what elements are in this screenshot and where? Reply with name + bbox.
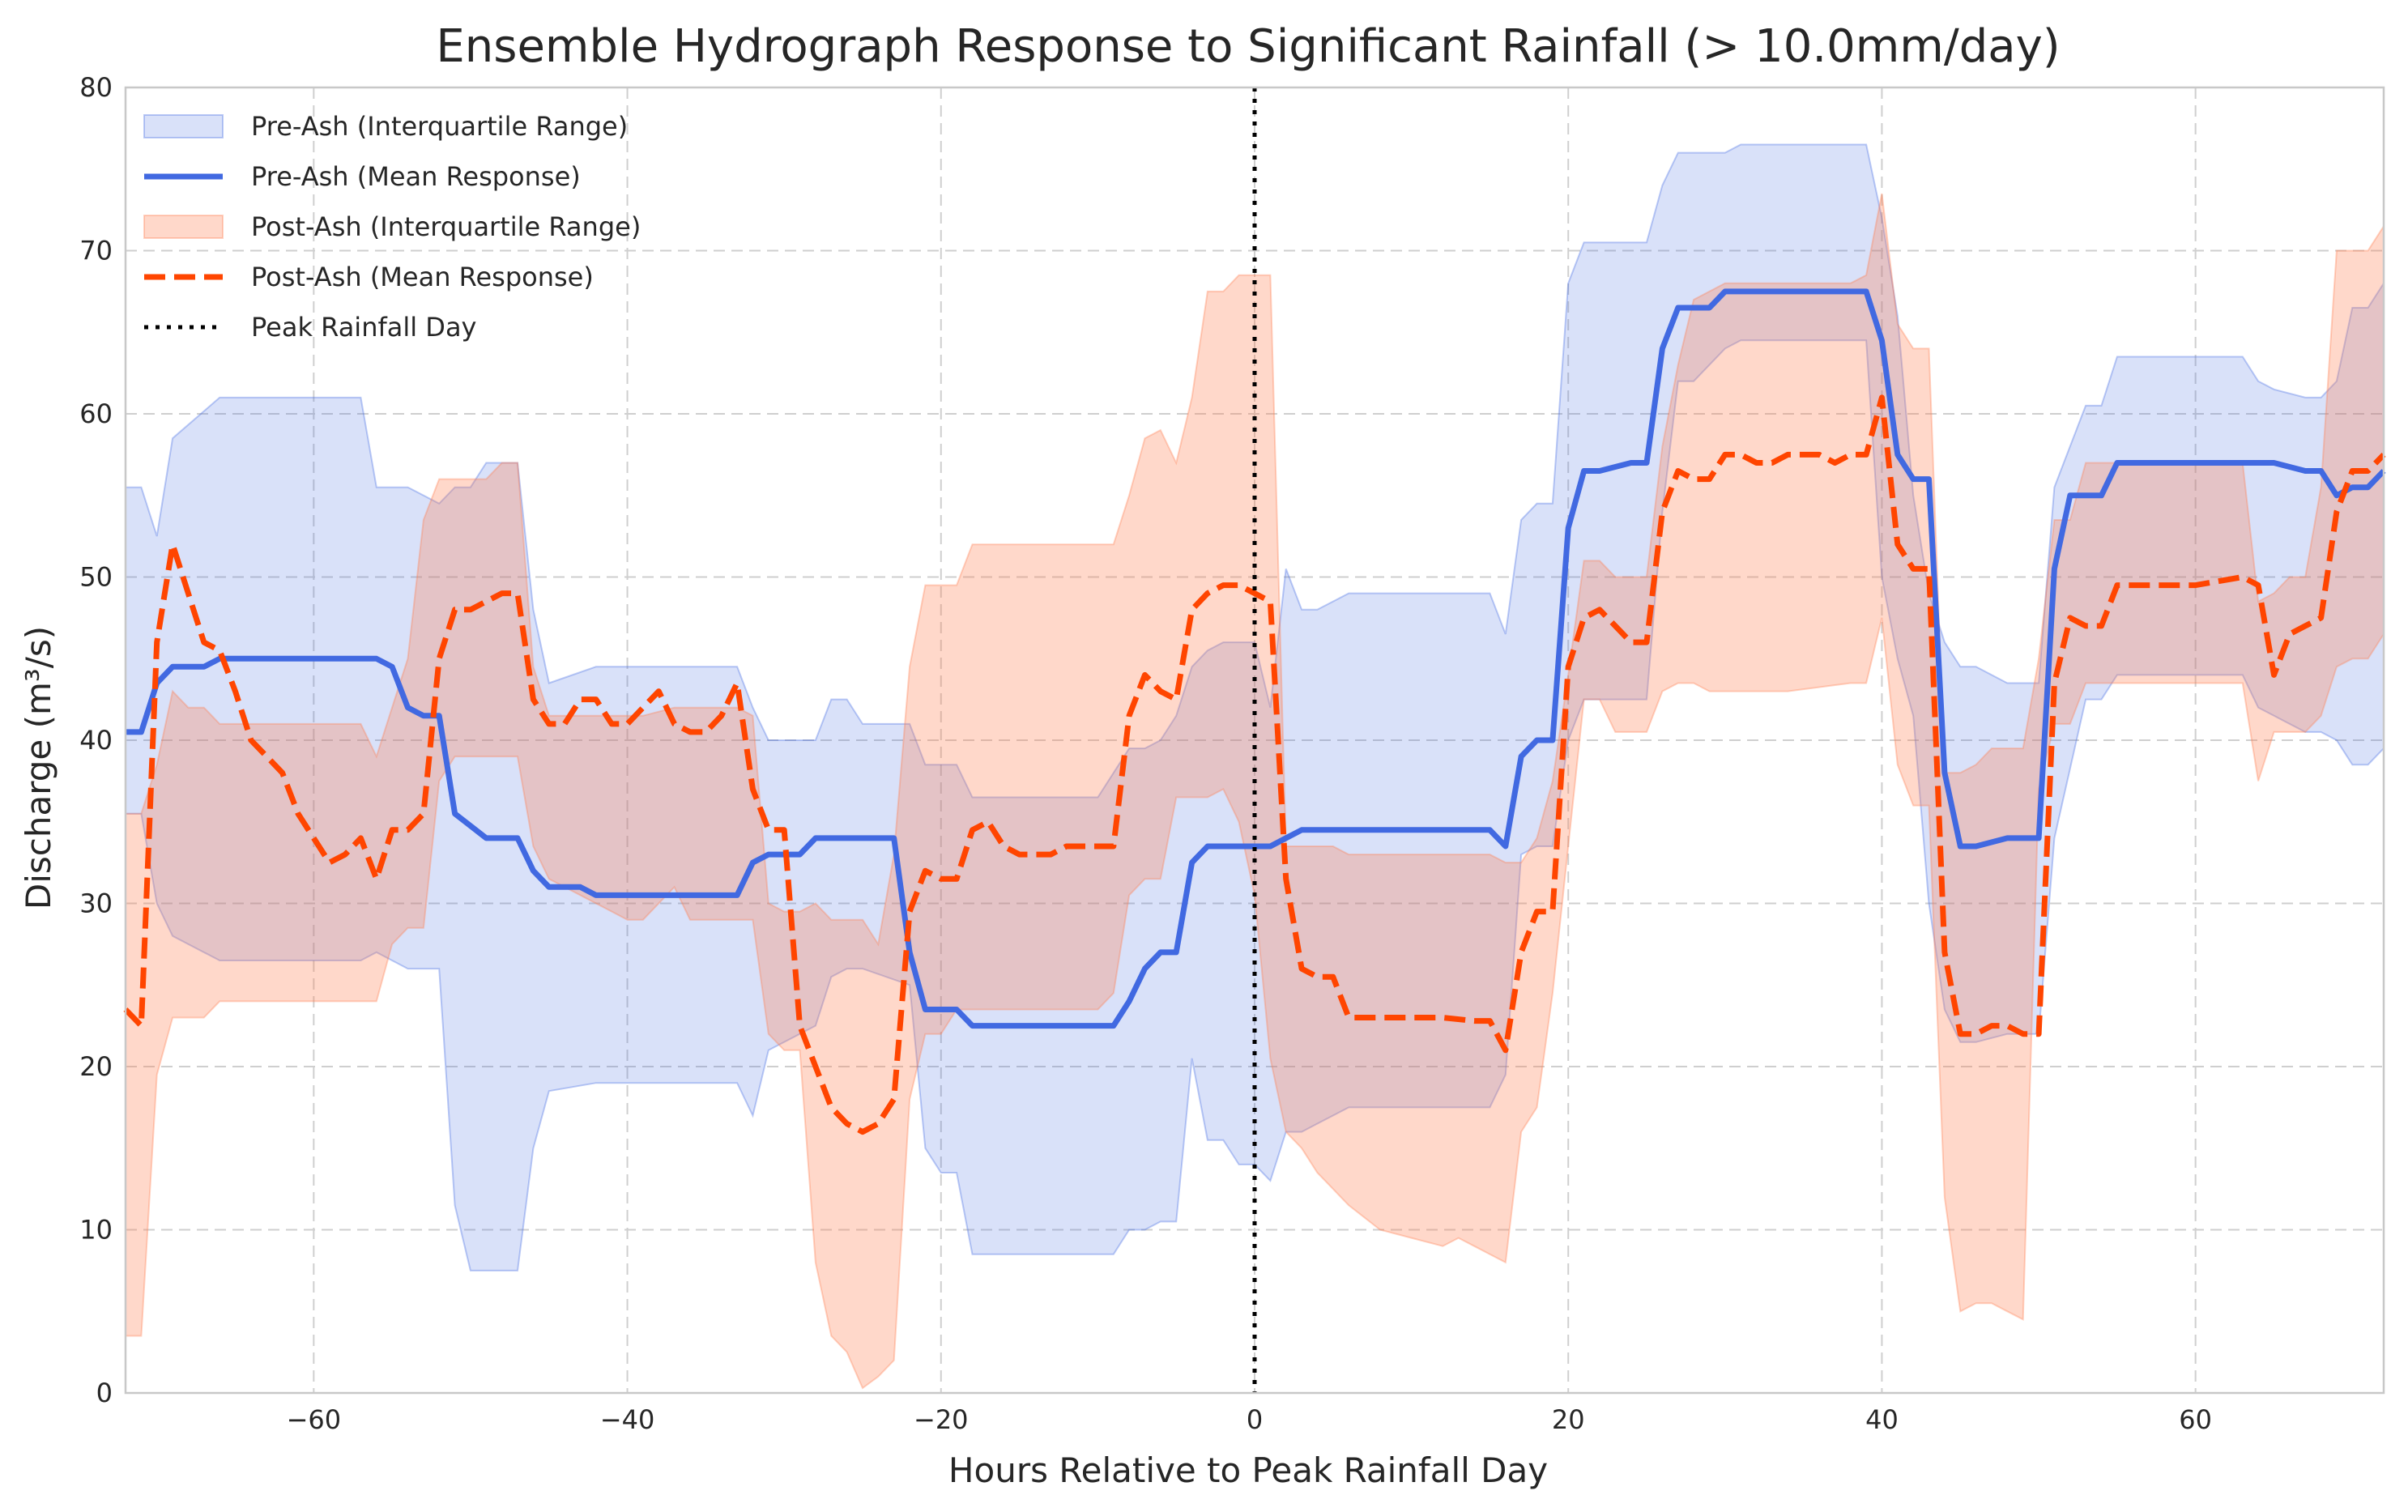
y-tick-label: 20 xyxy=(79,1051,113,1082)
series-line-1 xyxy=(126,288,2386,1029)
y-tick-label: 10 xyxy=(79,1215,113,1246)
y-tick-label: 50 xyxy=(79,562,113,593)
x-tick-label: 60 xyxy=(2179,1404,2212,1435)
series-lines xyxy=(123,288,2386,1135)
x-tick-label: −40 xyxy=(600,1404,655,1435)
y-axis-label: Discharge (m³/s) xyxy=(19,626,58,909)
y-tick-label: 30 xyxy=(79,888,113,919)
plot-frame xyxy=(124,86,2385,1395)
series-line-3 xyxy=(123,394,2386,1135)
y-tick-labels: 0 10 20 30 40 50 60 70 80 xyxy=(79,72,113,1408)
legend-label-series-2: Post-Ash (Interquartile Range) xyxy=(251,211,641,242)
y-tick-label: 70 xyxy=(79,236,113,266)
x-tick-label: −20 xyxy=(914,1404,969,1435)
legend-label-series-3: Post-Ash (Mean Response) xyxy=(251,262,594,292)
x-axis-label: Hours Relative to Peak Rainfall Day xyxy=(948,1450,1548,1490)
legend-label-series-0: Pre-Ash (Interquartile Range) xyxy=(251,111,628,142)
legend-label-vline: Peak Rainfall Day xyxy=(251,312,476,343)
x-tick-labels: −60 −40 −20 0 20 40 60 xyxy=(287,1404,2212,1435)
y-tick-label: 60 xyxy=(79,398,113,429)
legend-swatch-series-2 xyxy=(143,215,224,239)
chart-title: Ensemble Hydrograph Response to Signific… xyxy=(436,20,2060,73)
x-tick-label: 0 xyxy=(1247,1404,1263,1435)
legend-label-series-1: Pre-Ash (Mean Response) xyxy=(251,161,581,192)
legend: Pre-Ash (Interquartile Range) Pre-Ash (Me… xyxy=(143,111,641,343)
y-tick-label: 0 xyxy=(96,1378,113,1408)
y-tick-label: 80 xyxy=(79,72,113,103)
grid-lines xyxy=(126,87,2384,1393)
legend-swatch-series-0 xyxy=(143,114,224,138)
y-tick-label: 40 xyxy=(79,725,113,756)
x-tick-label: 40 xyxy=(1865,1404,1899,1435)
x-tick-label: −60 xyxy=(287,1404,342,1435)
x-tick-label: 20 xyxy=(1552,1404,1585,1435)
